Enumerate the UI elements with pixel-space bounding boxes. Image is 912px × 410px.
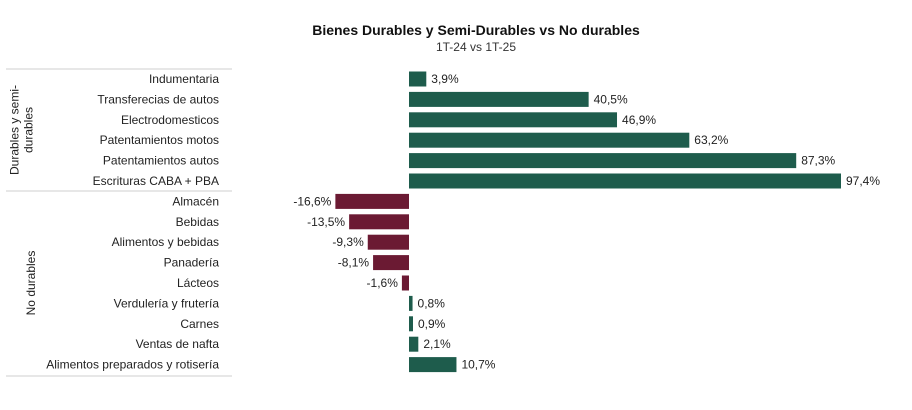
data-label: -8,1%	[338, 256, 370, 270]
bar	[409, 295, 413, 311]
category-label: Alimentos y bebidas	[112, 235, 219, 249]
bar	[335, 193, 409, 209]
bar	[401, 275, 409, 291]
data-label: 40,5%	[594, 92, 628, 106]
chart-subtitle: 1T-24 vs 1T-25	[435, 40, 517, 54]
data-label: 46,9%	[622, 113, 656, 127]
bar	[409, 71, 427, 87]
data-label: -9,3%	[332, 235, 364, 249]
data-label: 97,4%	[846, 174, 880, 188]
category-label: Indumentaria	[149, 72, 219, 86]
bar	[409, 132, 690, 148]
bar	[409, 153, 797, 169]
bar	[409, 316, 413, 332]
chart-title: Bienes Durables y Semi-Durables vs No du…	[312, 22, 640, 38]
category-label: Patentamientos autos	[103, 154, 219, 168]
data-label: 3,9%	[431, 72, 459, 86]
category-label: Verdulería y frutería	[114, 296, 220, 310]
category-label: Electrodomesticos	[121, 113, 219, 127]
bar	[409, 173, 841, 189]
category-label: Patentamientos motos	[100, 133, 219, 147]
category-label: Lácteos	[177, 276, 219, 290]
data-label: 10,7%	[461, 358, 495, 372]
bar	[373, 255, 409, 271]
category-label: Alimentos preparados y rotisería	[46, 358, 219, 372]
bar	[409, 357, 457, 373]
data-label: -16,6%	[293, 194, 331, 208]
data-label: 63,2%	[694, 133, 728, 147]
data-label: 87,3%	[801, 154, 835, 168]
data-label: -13,5%	[307, 215, 345, 229]
data-label: 0,9%	[418, 317, 446, 331]
data-label: 2,1%	[423, 337, 451, 351]
category-label: Transferecias de autos	[97, 92, 219, 106]
bar	[349, 214, 409, 230]
category-label: Bebidas	[176, 215, 219, 229]
bar	[367, 234, 409, 250]
data-label: 0,8%	[418, 296, 446, 310]
data-label: -1,6%	[367, 276, 399, 290]
category-label: Panadería	[164, 256, 220, 270]
category-label: Almacén	[172, 194, 219, 208]
bar	[409, 112, 618, 128]
bar	[409, 336, 419, 352]
group-label: No durables	[24, 251, 38, 316]
category-label: Escrituras CABA + PBA	[93, 174, 219, 188]
category-label: Carnes	[180, 317, 219, 331]
bar	[409, 91, 589, 107]
group-label: Durables y semi-durables	[8, 85, 36, 175]
category-label: Ventas de nafta	[136, 337, 220, 351]
